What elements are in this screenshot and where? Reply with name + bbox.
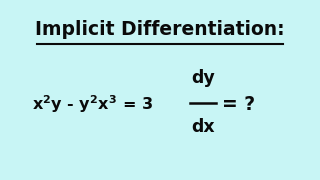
Text: Implicit Differentiation:: Implicit Differentiation:: [35, 20, 285, 39]
Text: dy: dy: [191, 69, 215, 87]
Text: = ?: = ?: [222, 95, 256, 114]
Text: $\mathbf{x^2y}$ - $\mathbf{y^2x^3}$ = 3: $\mathbf{x^2y}$ - $\mathbf{y^2x^3}$ = 3: [32, 94, 153, 115]
Text: dx: dx: [191, 118, 215, 136]
